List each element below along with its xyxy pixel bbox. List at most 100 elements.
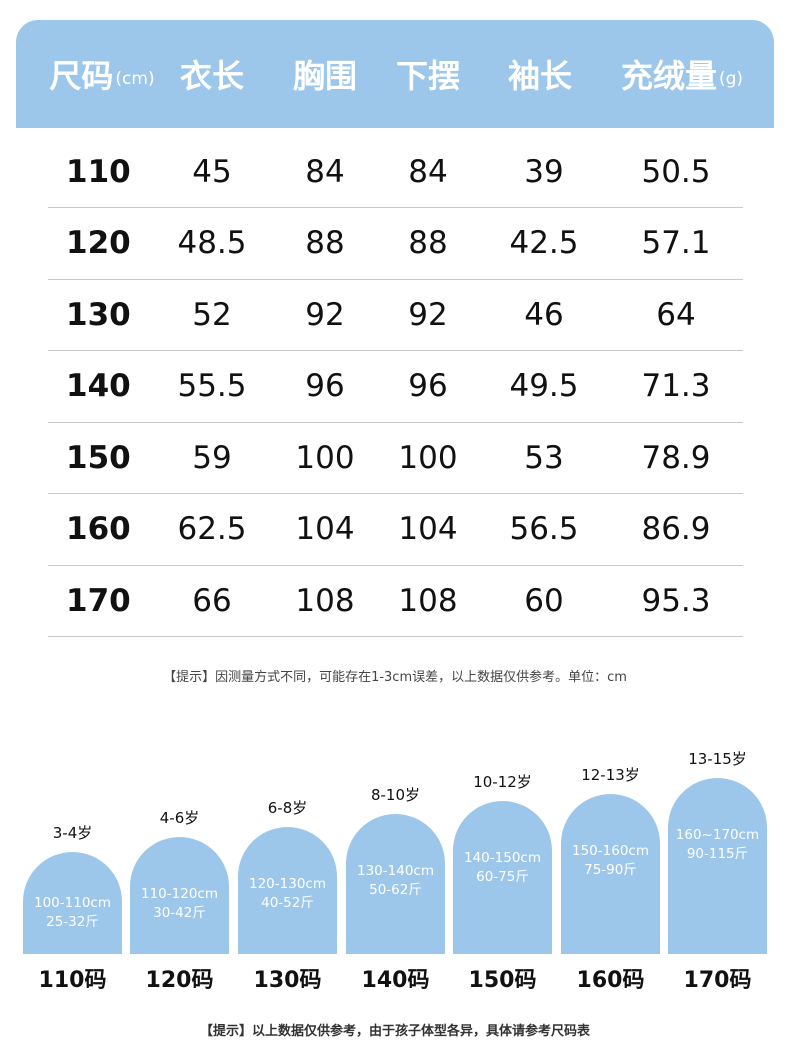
cell-hem: 84: [408, 153, 448, 190]
cell-hem: 92: [408, 296, 448, 333]
age-label: 6-8岁: [267, 799, 308, 817]
header-size-label: 尺码: [49, 57, 114, 95]
arch-text: 100-110cm 25-32斤: [23, 894, 122, 932]
cell-fill: 57.1: [641, 225, 711, 261]
size-code-label: 160码: [576, 968, 645, 993]
cell-hem: 88: [408, 225, 448, 261]
cell-size: 120: [66, 225, 131, 261]
size-arch: 110-120cm 30-42斤: [130, 837, 229, 954]
size-code-label: 130码: [253, 968, 322, 993]
weight-range: 40-52斤: [261, 895, 314, 911]
size-code-label: 140码: [361, 968, 430, 993]
cell-fill: 86.9: [641, 511, 711, 547]
size-arch: 100-110cm 25-32斤: [23, 852, 122, 954]
cell-size: 150: [66, 439, 131, 476]
size-code-label: 110码: [38, 968, 107, 993]
cell-length: 62.5: [177, 511, 247, 547]
height-range: 110-120cm: [141, 886, 218, 902]
weight-range: 90-115斤: [686, 846, 749, 862]
cell-size: 140: [66, 368, 131, 404]
cell-fill: 78.9: [641, 439, 711, 476]
weight-range: 30-42斤: [153, 905, 206, 921]
cell-fill: 64: [656, 296, 696, 333]
age-label: 10-12岁: [473, 773, 532, 791]
cell-length: 55.5: [177, 368, 247, 404]
table-note: 【提示】因测量方式不同，可能存在1-3cm误差，以上数据仅供参考。单位：cm: [163, 670, 627, 685]
size-arch: 130-140cm 50-62斤: [346, 814, 445, 954]
cell-sleeve: 39: [524, 153, 564, 190]
size-arch: 140-150cm 60-75斤: [453, 801, 552, 954]
age-label: 8-10岁: [370, 786, 421, 804]
arch-text: 150-160cm 75-90斤: [561, 842, 660, 880]
arch-text: 140-150cm 60-75斤: [453, 849, 552, 887]
size-arch: 160~170cm 90-115斤: [668, 778, 767, 954]
arch-text: 110-120cm 30-42斤: [130, 885, 229, 923]
cell-sleeve: 53: [524, 439, 564, 476]
cell-sleeve: 49.5: [509, 368, 579, 404]
table-row: 140 55.5 96 96 49.5 71.3: [48, 351, 743, 423]
arch-text: 120-130cm 40-52斤: [238, 875, 337, 913]
cell-hem: 100: [398, 439, 458, 476]
arch-text: 130-140cm 50-62斤: [346, 862, 445, 900]
table-row: 110 45 84 84 39 50.5: [48, 136, 743, 208]
height-range: 130-140cm: [357, 863, 434, 879]
cell-size: 130: [66, 296, 131, 333]
cell-chest: 92: [305, 296, 345, 333]
cell-length: 52: [192, 296, 232, 333]
bottom-note: 【提示】以上数据仅供参考，由于孩子体型各异，具体请参考尺码表: [199, 1024, 590, 1039]
height-range: 120-130cm: [249, 876, 326, 892]
header-fill: 充绒量 (g): [602, 20, 762, 128]
arch-text: 160~170cm 90-115斤: [668, 826, 767, 864]
header-sleeve: 袖长: [507, 57, 572, 95]
size-code-label: 120码: [145, 968, 214, 993]
height-range: 140-150cm: [464, 850, 541, 866]
cell-size: 170: [66, 582, 131, 619]
weight-range: 60-75斤: [476, 869, 529, 885]
header-size-unit: (cm): [115, 69, 155, 89]
cell-size: 110: [66, 153, 131, 190]
cell-length: 45: [192, 153, 232, 190]
cell-sleeve: 46: [524, 296, 564, 333]
cell-chest: 84: [305, 153, 345, 190]
header-hem: 下摆: [395, 57, 460, 95]
age-label: 4-6岁: [159, 809, 200, 827]
cell-fill: 71.3: [641, 368, 711, 404]
cell-chest: 104: [295, 511, 355, 547]
weight-range: 50-62斤: [369, 882, 422, 898]
cell-size: 160: [66, 511, 131, 547]
table-row: 160 62.5 104 104 56.5 86.9: [48, 494, 743, 566]
cell-chest: 100: [295, 439, 355, 476]
size-arch: 120-130cm 40-52斤: [238, 827, 337, 954]
table-row: 120 48.5 88 88 42.5 57.1: [48, 208, 743, 280]
size-code-label: 170码: [683, 968, 752, 993]
age-label: 13-15岁: [688, 750, 747, 768]
cell-hem: 108: [398, 582, 458, 619]
cell-fill: 50.5: [641, 153, 711, 190]
cell-length: 48.5: [177, 225, 247, 261]
cell-hem: 96: [408, 368, 448, 404]
header-fill-unit: (g): [718, 69, 744, 89]
cell-sleeve: 42.5: [509, 225, 579, 261]
weight-range: 75-90斤: [584, 862, 637, 878]
age-label: 12-13岁: [581, 766, 640, 784]
table-row: 170 66 108 108 60 95.3: [48, 565, 743, 637]
header-chest: 胸围: [292, 57, 357, 95]
weight-range: 25-32斤: [46, 914, 99, 930]
cell-chest: 96: [305, 368, 345, 404]
size-code-label: 150码: [468, 968, 537, 993]
cell-hem: 104: [398, 511, 458, 547]
height-range: 100-110cm: [34, 895, 111, 911]
cell-length: 59: [192, 439, 232, 476]
size-arch: 150-160cm 75-90斤: [561, 794, 660, 954]
size-table-header: 尺码 (cm) 衣长 胸围 下摆 袖长 充绒量 (g): [16, 20, 774, 128]
cell-sleeve: 60: [524, 582, 564, 619]
cell-length: 66: [192, 582, 232, 619]
table-row: 130 52 92 92 46 64: [48, 279, 743, 351]
table-row: 150 59 100 100 53 78.9: [48, 422, 743, 494]
height-range: 160~170cm: [675, 827, 760, 843]
cell-chest: 88: [305, 225, 345, 261]
cell-chest: 108: [295, 582, 355, 619]
header-size: 尺码 (cm): [16, 20, 188, 128]
age-label: 3-4岁: [52, 824, 93, 842]
height-range: 150-160cm: [572, 843, 649, 859]
